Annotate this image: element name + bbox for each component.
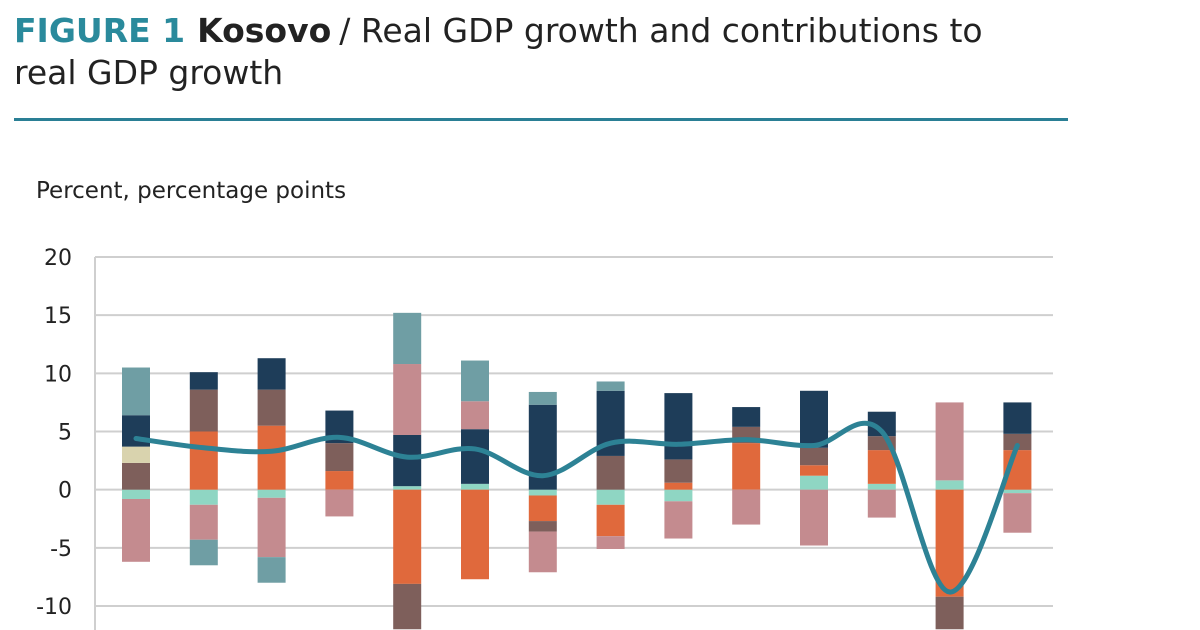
bar-segment xyxy=(393,434,422,487)
bar-segment xyxy=(325,489,354,517)
country: Kosovo xyxy=(197,11,332,50)
bar-segment xyxy=(461,489,489,580)
bar-segment xyxy=(732,443,761,490)
bar-segment xyxy=(664,489,693,502)
bar-segment xyxy=(732,407,761,427)
bar-segment xyxy=(800,390,828,448)
bar-segment xyxy=(393,364,422,435)
y-tick-label: 0 xyxy=(58,479,72,504)
chart-title: / Real GDP growth and contributions to r… xyxy=(14,11,983,92)
bar-segment xyxy=(528,521,557,532)
bar-segment xyxy=(257,358,286,390)
bar-segment xyxy=(935,596,964,630)
header: FIGURE 1 Kosovo / Real GDP growth and cont… xyxy=(14,10,1014,94)
bar-segment xyxy=(935,402,964,481)
bar-segment xyxy=(596,504,625,537)
bar-segment xyxy=(189,372,218,390)
bar-segment xyxy=(664,482,693,490)
header-rule xyxy=(14,118,1068,121)
bar-segment xyxy=(257,389,286,426)
bar-segment xyxy=(596,455,625,490)
bar-segment xyxy=(664,393,693,460)
y-tick-label: 10 xyxy=(44,362,72,387)
bar-segment xyxy=(189,431,218,490)
y-tick-label: 15 xyxy=(44,304,72,329)
bar-segment xyxy=(664,501,693,539)
bar-segment xyxy=(122,367,150,416)
bar-segment xyxy=(596,536,625,549)
bar-segment xyxy=(461,401,489,430)
bar-segment xyxy=(257,489,286,498)
bar-segment xyxy=(393,583,422,630)
bar-segment xyxy=(257,497,286,558)
bar-segment xyxy=(461,360,489,402)
bar-segment xyxy=(596,489,625,505)
bar-segment xyxy=(393,489,422,584)
bar-segment xyxy=(528,531,557,573)
gdp-growth-line xyxy=(133,420,1020,595)
bar-segment xyxy=(461,429,489,484)
bar-segment xyxy=(189,539,218,566)
bar-segment xyxy=(867,483,896,490)
bar-segment xyxy=(1003,493,1032,533)
bar-segment xyxy=(1003,489,1032,494)
bar-segment xyxy=(800,465,828,476)
bar-segment xyxy=(935,480,964,490)
bar-segment xyxy=(528,489,557,496)
bar-segment xyxy=(122,446,150,463)
bar-segment xyxy=(393,312,422,365)
bar-segment xyxy=(189,489,218,505)
y-tick-label: 5 xyxy=(58,421,72,446)
bar-segment xyxy=(325,471,354,490)
bar-segment xyxy=(528,391,557,405)
y-tick-label: -10 xyxy=(36,595,72,620)
y-tick-label: -5 xyxy=(50,537,72,562)
bar-segment xyxy=(935,489,964,597)
bar-segment xyxy=(732,489,761,525)
y-axis-label: Percent, percentage points xyxy=(36,178,346,204)
bar-segment xyxy=(1003,433,1032,451)
bar-segment xyxy=(257,425,286,490)
bar-segment xyxy=(122,498,150,562)
bar-segment xyxy=(867,489,896,518)
bar-segment xyxy=(189,504,218,540)
bar-segment xyxy=(528,495,557,522)
bar-segment xyxy=(1003,402,1032,434)
bar-segment xyxy=(189,389,218,432)
bar-segment xyxy=(867,450,896,484)
bar-segment xyxy=(596,381,625,391)
bar-segment xyxy=(393,486,422,490)
bar-segment xyxy=(664,459,693,483)
bar-segment xyxy=(325,443,354,472)
bar-segment xyxy=(122,462,150,490)
bar-segment xyxy=(800,489,828,546)
bar-segment xyxy=(257,557,286,583)
bar-segment xyxy=(800,475,828,490)
figure-label: FIGURE 1 xyxy=(14,11,186,50)
bar-segment xyxy=(461,483,489,490)
y-tick-label: 20 xyxy=(44,246,72,271)
bar-segment xyxy=(122,489,150,499)
bar-segment xyxy=(800,447,828,466)
